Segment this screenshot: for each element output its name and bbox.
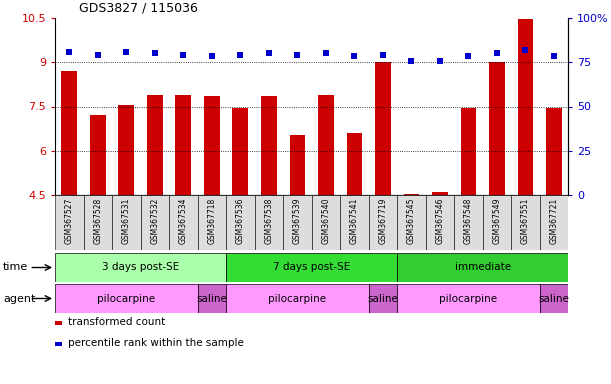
- Bar: [147, 95, 163, 195]
- Text: GDS3827 / 115036: GDS3827 / 115036: [79, 1, 199, 14]
- Bar: [197, 284, 226, 313]
- Bar: [290, 134, 306, 195]
- Text: GSM367536: GSM367536: [236, 198, 245, 244]
- Point: [64, 49, 74, 55]
- Bar: [489, 62, 505, 195]
- Point: [264, 50, 274, 56]
- Bar: [84, 195, 112, 250]
- Text: GSM367534: GSM367534: [179, 198, 188, 244]
- Text: 3 days post-SE: 3 days post-SE: [102, 263, 179, 273]
- Text: GSM367551: GSM367551: [521, 198, 530, 244]
- Bar: [426, 195, 454, 250]
- Bar: [197, 195, 226, 250]
- Text: GSM367548: GSM367548: [464, 198, 473, 244]
- Text: GSM367528: GSM367528: [93, 198, 102, 244]
- Text: GSM367719: GSM367719: [378, 198, 387, 244]
- Bar: [461, 108, 477, 195]
- Bar: [169, 195, 197, 250]
- Text: GSM367721: GSM367721: [549, 198, 558, 244]
- Text: GSM367539: GSM367539: [293, 198, 302, 244]
- Bar: [226, 284, 368, 313]
- Point: [464, 53, 474, 60]
- Bar: [318, 95, 334, 195]
- Bar: [312, 195, 340, 250]
- Bar: [340, 195, 368, 250]
- Bar: [283, 195, 312, 250]
- Bar: [141, 195, 169, 250]
- Text: pilocarpine: pilocarpine: [268, 293, 326, 303]
- Text: GSM367546: GSM367546: [436, 198, 444, 244]
- Text: immediate: immediate: [455, 263, 511, 273]
- Bar: [232, 108, 248, 195]
- Bar: [55, 253, 226, 282]
- Point: [150, 50, 159, 56]
- Bar: [346, 133, 362, 195]
- Text: GSM367549: GSM367549: [492, 198, 502, 244]
- Bar: [226, 195, 255, 250]
- Point: [235, 52, 245, 58]
- Bar: [255, 195, 283, 250]
- Text: GSM367541: GSM367541: [350, 198, 359, 244]
- Bar: [432, 192, 448, 195]
- Text: GSM367545: GSM367545: [407, 198, 416, 244]
- Bar: [368, 284, 397, 313]
- Point: [406, 58, 416, 64]
- Text: time: time: [3, 263, 28, 273]
- Text: pilocarpine: pilocarpine: [97, 293, 155, 303]
- Bar: [540, 195, 568, 250]
- Text: saline: saline: [367, 293, 398, 303]
- Bar: [397, 195, 426, 250]
- Text: GSM367718: GSM367718: [207, 198, 216, 244]
- Bar: [375, 62, 391, 195]
- Bar: [119, 105, 134, 195]
- Text: GSM367531: GSM367531: [122, 198, 131, 244]
- Bar: [90, 115, 106, 195]
- Point: [321, 50, 331, 56]
- Point: [293, 52, 302, 58]
- Bar: [204, 96, 219, 195]
- Text: GSM367538: GSM367538: [265, 198, 273, 244]
- Bar: [403, 194, 419, 195]
- Point: [122, 49, 131, 55]
- Text: GSM367532: GSM367532: [150, 198, 159, 244]
- Bar: [261, 96, 277, 195]
- Text: 7 days post-SE: 7 days post-SE: [273, 263, 350, 273]
- Text: pilocarpine: pilocarpine: [439, 293, 497, 303]
- Point: [378, 52, 388, 58]
- Bar: [175, 95, 191, 195]
- Bar: [55, 284, 197, 313]
- Bar: [518, 20, 533, 195]
- Bar: [55, 195, 84, 250]
- Point: [349, 53, 359, 60]
- Text: GSM367540: GSM367540: [321, 198, 331, 244]
- Bar: [546, 108, 562, 195]
- Bar: [397, 253, 568, 282]
- Point: [178, 52, 188, 58]
- Bar: [61, 71, 77, 195]
- Bar: [540, 284, 568, 313]
- Text: agent: agent: [3, 293, 35, 303]
- Point: [549, 53, 559, 60]
- Point: [93, 52, 103, 58]
- Bar: [483, 195, 511, 250]
- Text: saline: saline: [538, 293, 569, 303]
- Text: saline: saline: [196, 293, 227, 303]
- Bar: [368, 195, 397, 250]
- Point: [521, 47, 530, 53]
- Bar: [397, 284, 540, 313]
- Bar: [454, 195, 483, 250]
- Point: [207, 53, 217, 60]
- Point: [435, 58, 445, 64]
- Text: percentile rank within the sample: percentile rank within the sample: [68, 338, 244, 348]
- Text: transformed count: transformed count: [68, 317, 166, 327]
- Bar: [112, 195, 141, 250]
- Bar: [511, 195, 540, 250]
- Point: [492, 50, 502, 56]
- Bar: [226, 253, 397, 282]
- Text: GSM367527: GSM367527: [65, 198, 74, 244]
